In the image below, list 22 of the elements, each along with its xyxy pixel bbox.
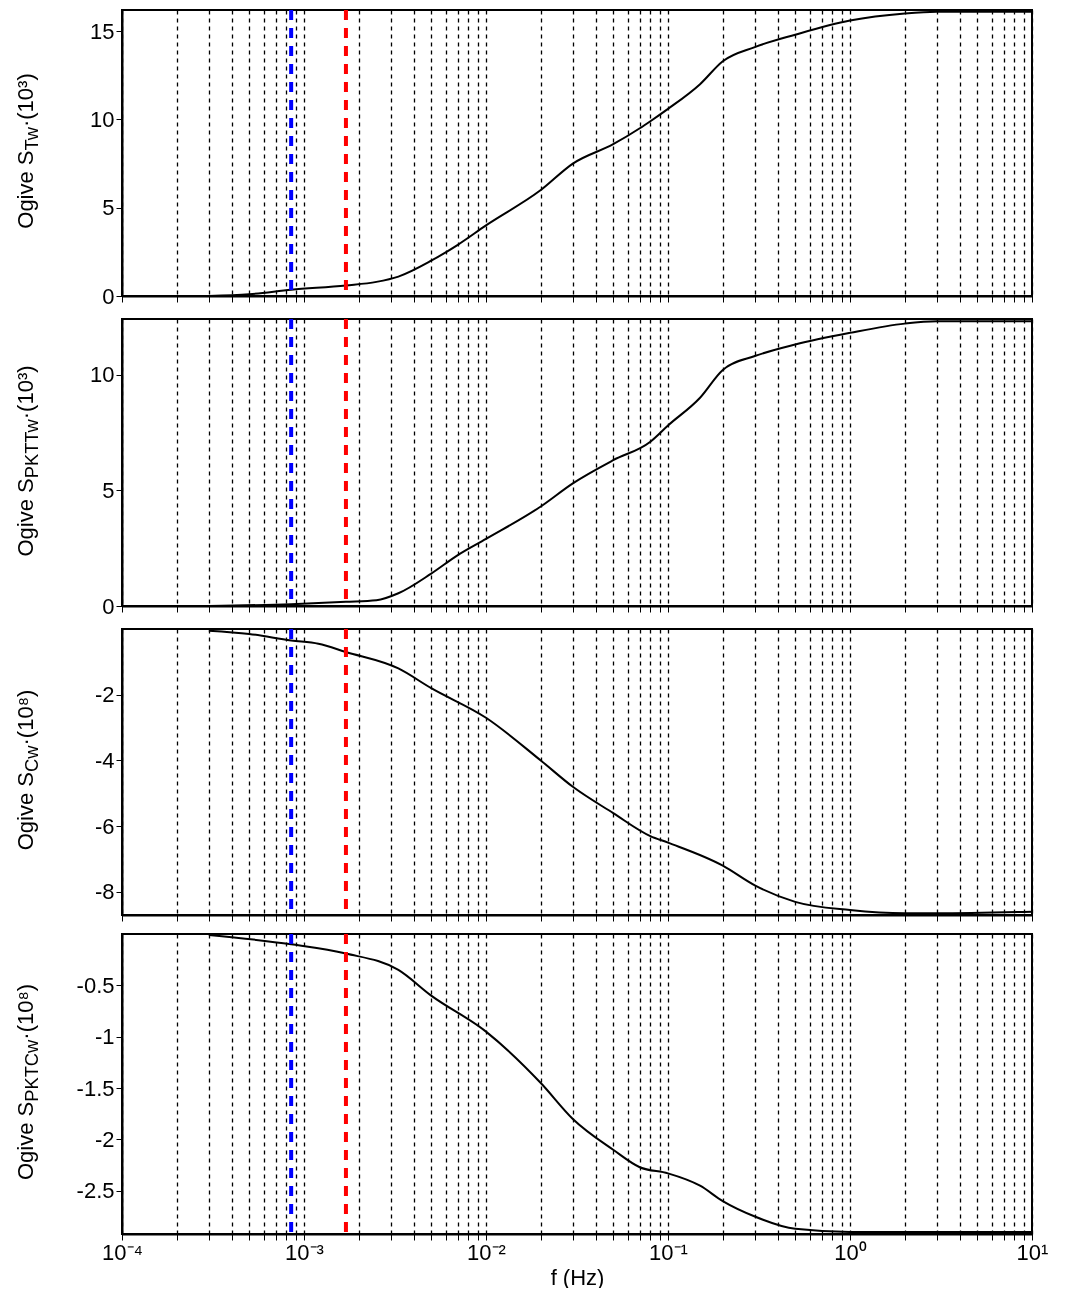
y-tick-label: 15: [90, 18, 115, 44]
y-tick-label: -1.5: [76, 1075, 115, 1101]
y-tick-label: 5: [102, 195, 115, 221]
y-tick-label: 0: [102, 283, 115, 309]
y-tick-label: 0: [102, 593, 115, 619]
x-tick-label: 10¹: [1016, 1239, 1049, 1265]
x-tick-label: 10⁻¹: [649, 1239, 688, 1265]
x-tick-label: 10⁰: [834, 1239, 867, 1265]
y-tick-label: -0.5: [76, 972, 115, 998]
x-tick-label: 10⁻²: [467, 1239, 506, 1265]
y-tick-label: -4: [94, 747, 115, 773]
y-tick-label: -2: [94, 682, 115, 708]
y-tick-label: -1: [94, 1024, 115, 1050]
x-tick-label: 10⁻⁴: [102, 1239, 143, 1265]
y-tick-label: 10: [90, 362, 115, 388]
y-tick-label: -2.5: [76, 1178, 115, 1204]
y-tick-label: -2: [94, 1126, 115, 1152]
y-tick-label: 5: [102, 477, 115, 503]
x-tick-label: 10⁻³: [285, 1239, 324, 1265]
y-tick-label: -8: [94, 879, 115, 905]
y-tick-label: 10: [90, 106, 115, 132]
y-tick-label: -6: [94, 813, 115, 839]
